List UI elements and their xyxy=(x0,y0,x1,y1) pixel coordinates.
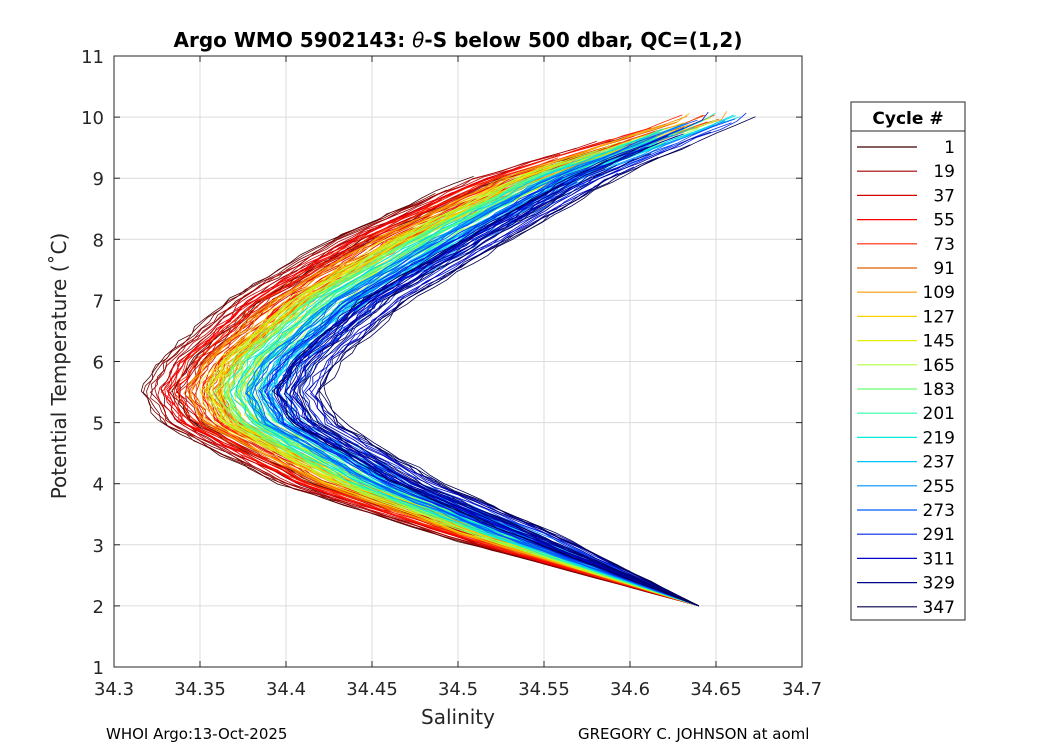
profile-line xyxy=(252,119,699,607)
legend-label: 127 xyxy=(923,307,955,327)
profile-line xyxy=(190,113,699,607)
profile-line xyxy=(212,150,699,607)
x-tick-label: 34.7 xyxy=(782,679,822,700)
y-tick-label: 11 xyxy=(81,47,104,68)
legend-label: 201 xyxy=(923,404,955,424)
profile-line xyxy=(288,118,736,607)
y-tick-label: 4 xyxy=(93,475,104,496)
profile-line xyxy=(263,146,699,607)
legend-label: 183 xyxy=(923,380,955,400)
title-prefix: Argo WMO 5902143: xyxy=(174,28,413,52)
legend-label: 273 xyxy=(923,501,955,521)
x-tick-label: 34.45 xyxy=(346,679,398,700)
profile-line xyxy=(323,116,756,607)
legend-entries: 1 19 37 55 73 91 109 127 145 165 183 201 219 237 255 27… xyxy=(857,138,955,618)
legend-label: 19 xyxy=(933,162,955,182)
y-tick-label: 10 xyxy=(81,108,104,129)
profile-line xyxy=(264,111,709,607)
legend-label: 55 xyxy=(933,211,955,231)
profile-line xyxy=(160,138,699,607)
profile-line xyxy=(304,131,712,607)
profile-line xyxy=(291,170,699,607)
legend-label: 109 xyxy=(923,283,955,303)
profile-line xyxy=(292,165,699,607)
y-tick-label: 5 xyxy=(93,414,104,435)
profile-line xyxy=(283,181,699,607)
legend-label: 145 xyxy=(923,332,955,352)
profile-line xyxy=(235,123,699,607)
profile-line xyxy=(284,144,699,607)
profile-line xyxy=(236,144,699,607)
footer-left-note: WHOI Argo:13-Oct-2025 xyxy=(106,725,288,743)
y-tick-label: 1 xyxy=(93,658,104,679)
legend-label: 347 xyxy=(923,598,955,618)
legend-label: 219 xyxy=(923,428,955,448)
y-tick-label: 2 xyxy=(93,597,104,618)
legend-label: 91 xyxy=(933,259,955,279)
profile-line xyxy=(173,114,699,607)
profile-line xyxy=(146,189,699,607)
legend-label: 165 xyxy=(923,356,955,376)
legend-label: 291 xyxy=(923,525,955,545)
series-lines xyxy=(140,111,756,607)
profile-line xyxy=(198,164,699,607)
profile-line xyxy=(299,192,699,607)
profile-line xyxy=(174,135,699,607)
chart-title: Argo WMO 5902143: θ-S below 500 dbar, QC… xyxy=(174,28,743,52)
profile-line xyxy=(275,146,699,607)
title-theta-symbol: θ xyxy=(412,28,424,52)
profile-line xyxy=(224,128,699,607)
y-tick-label: 7 xyxy=(93,291,104,312)
profile-line xyxy=(258,127,699,607)
y-tick-label: 3 xyxy=(93,536,104,557)
profile-line xyxy=(177,157,699,607)
y-tick-label: 6 xyxy=(93,353,104,374)
profile-line xyxy=(160,191,699,607)
x-tick-label: 34.6 xyxy=(610,679,650,700)
x-tick-label: 34.5 xyxy=(438,679,478,700)
profile-line xyxy=(229,161,699,607)
y-tick-label: 9 xyxy=(93,169,104,190)
legend-title: Cycle # xyxy=(872,109,943,129)
x-tick-label: 34.65 xyxy=(690,679,742,700)
y-tick-label: 8 xyxy=(93,230,104,251)
profile-line xyxy=(284,135,699,607)
legend-label: 255 xyxy=(923,477,955,497)
profile-line xyxy=(207,160,699,607)
legend-label: 329 xyxy=(923,574,955,594)
x-tick-label: 34.55 xyxy=(518,679,570,700)
profile-line xyxy=(142,192,699,607)
profile-line xyxy=(245,133,699,607)
profile-line xyxy=(254,135,699,607)
profile-line xyxy=(189,124,699,607)
legend-label: 37 xyxy=(933,186,955,206)
legend: Cycle # 1 19 37 55 73 91 109 127 145 165 183 201 219… xyxy=(850,101,966,621)
legend-label: 237 xyxy=(923,453,955,473)
legend-label: 1 xyxy=(944,138,955,158)
x-axis-ticks: 34.3 34.35 34.4 34.45 34.5 34.55 34.6 34.65 34.7 xyxy=(94,56,822,700)
profile-line xyxy=(276,183,699,607)
profile-line xyxy=(292,198,699,607)
x-tick-label: 34.3 xyxy=(94,679,134,700)
footer-right-note: GREGORY C. JOHNSON at aoml xyxy=(578,725,810,743)
profile-line xyxy=(240,137,699,607)
legend-label: 73 xyxy=(933,235,955,255)
profile-line xyxy=(154,140,699,607)
x-tick-label: 34.35 xyxy=(174,679,226,700)
y-axis-ticks: 1 2 3 4 5 6 7 8 9 10 11 xyxy=(81,47,802,679)
y-axis-label: Potential Temperature (˚C) xyxy=(47,233,71,500)
x-axis-label: Salinity xyxy=(421,705,495,729)
x-tick-label: 34.4 xyxy=(266,679,306,700)
profile-line xyxy=(223,128,699,607)
profile-line xyxy=(266,177,699,607)
legend-label: 311 xyxy=(923,549,955,569)
profile-line xyxy=(314,156,699,607)
profile-line xyxy=(246,164,699,607)
profile-line xyxy=(299,153,699,607)
title-suffix: -S below 500 dbar, QC=(1,2) xyxy=(424,28,742,52)
